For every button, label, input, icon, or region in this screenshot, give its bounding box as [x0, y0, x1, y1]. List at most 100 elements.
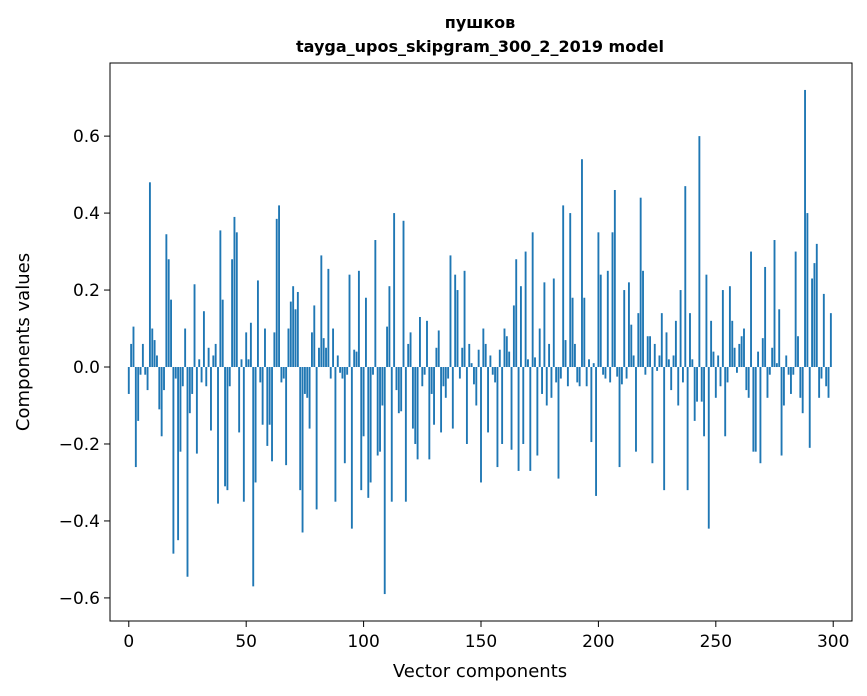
- bar: [808, 367, 811, 448]
- bar: [780, 367, 783, 456]
- bar: [536, 367, 539, 456]
- bar: [268, 367, 271, 425]
- bar: [790, 367, 792, 394]
- bar: [804, 89, 806, 368]
- bar: [566, 367, 569, 387]
- bar: [630, 324, 633, 368]
- x-tick-label: 0: [123, 632, 134, 652]
- bar: [242, 367, 245, 502]
- bar: [348, 274, 351, 368]
- bar: [329, 367, 332, 379]
- bar: [571, 297, 574, 368]
- bar: [588, 359, 590, 368]
- bar: [411, 367, 414, 429]
- bar: [700, 367, 703, 402]
- bar: [259, 367, 262, 383]
- bar: [404, 367, 407, 502]
- bar: [235, 232, 238, 368]
- chart-title: пушков: [445, 13, 515, 32]
- bar: [134, 367, 137, 468]
- bar: [226, 367, 229, 491]
- bar: [620, 367, 623, 385]
- bar: [372, 367, 374, 375]
- x-tick-label: 200: [582, 632, 614, 652]
- bar: [801, 367, 804, 414]
- bar: [327, 268, 330, 368]
- bar: [383, 367, 386, 595]
- y-tick-label: 0.2: [73, 281, 100, 301]
- x-axis-ticks: 0 50 100 150 200 250 300: [123, 621, 849, 652]
- bar: [736, 367, 738, 373]
- bar: [503, 328, 506, 368]
- bar: [489, 355, 492, 368]
- bar: [256, 280, 259, 368]
- bar: [757, 351, 760, 368]
- bar: [541, 367, 543, 394]
- bar: [524, 251, 527, 368]
- bar: [367, 367, 370, 498]
- bar: [632, 355, 635, 368]
- bar: [292, 286, 295, 368]
- bar: [778, 309, 781, 368]
- bar: [238, 367, 241, 433]
- bar: [682, 367, 684, 383]
- bar: [576, 367, 579, 383]
- bar: [188, 367, 191, 414]
- bar: [562, 205, 565, 368]
- bar: [825, 367, 828, 387]
- bar: [301, 367, 304, 533]
- bar: [205, 367, 208, 387]
- bar: [508, 351, 511, 368]
- y-tick-label: 0.4: [73, 204, 100, 224]
- bar: [552, 278, 555, 368]
- bar: [712, 351, 715, 368]
- bar: [557, 367, 560, 479]
- bar: [674, 320, 677, 368]
- bar: [731, 320, 734, 368]
- bar: [691, 359, 694, 368]
- bar: [336, 355, 339, 368]
- x-tick-label: 150: [465, 632, 497, 652]
- bar: [775, 363, 778, 368]
- bar: [797, 336, 799, 368]
- bar: [454, 274, 457, 368]
- bar: [296, 291, 299, 368]
- bar: [311, 332, 313, 368]
- bar: [679, 290, 682, 368]
- bar: [214, 343, 217, 368]
- bar: [787, 367, 790, 375]
- bar: [167, 259, 170, 368]
- bar: [210, 367, 212, 431]
- bar: [517, 367, 520, 471]
- bar: [822, 293, 825, 368]
- bar: [240, 359, 243, 368]
- bar: [531, 232, 534, 368]
- bar: [602, 367, 605, 375]
- y-tick-label: 0.6: [73, 127, 100, 147]
- bar: [141, 343, 144, 368]
- bar: [597, 232, 600, 368]
- bar: [677, 367, 680, 406]
- bar: [726, 367, 729, 383]
- bar: [743, 328, 745, 368]
- bar: [362, 367, 365, 437]
- bar: [360, 367, 363, 491]
- bar: [320, 255, 323, 368]
- bar: [782, 367, 785, 406]
- bar: [202, 311, 205, 368]
- bar: [278, 205, 280, 368]
- x-tick-label: 100: [347, 632, 379, 652]
- bar: [759, 367, 762, 464]
- bar: [153, 340, 156, 368]
- bar: [266, 367, 269, 446]
- bar: [703, 367, 706, 437]
- bar: [198, 359, 201, 368]
- bar: [435, 347, 438, 368]
- bar: [247, 359, 250, 368]
- bar: [487, 367, 489, 433]
- bar: [219, 230, 222, 368]
- bar: [353, 349, 356, 368]
- bar: [653, 343, 656, 368]
- bar: [590, 367, 593, 443]
